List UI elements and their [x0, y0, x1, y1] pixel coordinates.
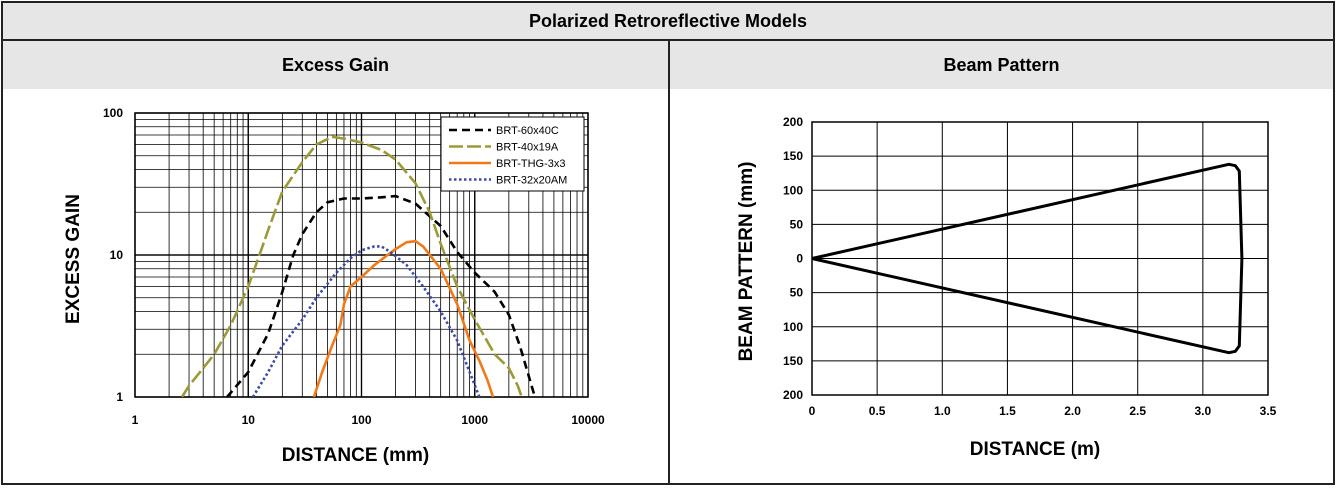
excess-gain-header: Excess Gain — [1, 41, 670, 91]
y-tick-label: 200 — [783, 388, 803, 402]
legend-label: BRT-40x19A — [496, 142, 559, 154]
excess-gain-grid — [134, 112, 589, 398]
y-tick-label: 100 — [783, 320, 803, 334]
excess-gain-panel: 1 10 100 1000 10000 1 10 100 DISTANCE (mm) EXCESS… — [1, 89, 670, 485]
x-tick-label: 3.5 — [1260, 404, 1277, 418]
x-tick-label: 3.0 — [1195, 404, 1212, 418]
x-tick-label: 10000 — [571, 413, 605, 427]
y-tick-label: 150 — [783, 149, 803, 163]
y-tick-label: 1 — [116, 390, 123, 404]
y-tick-label: 200 — [783, 115, 803, 129]
legend-label: BRT-THG-3x3 — [496, 158, 565, 170]
x-tick-label: 2.0 — [1064, 404, 1081, 418]
series-line-BRT-60x40C — [226, 194, 537, 397]
y-tick-label: 10 — [110, 248, 124, 262]
excess-gain-plot-area — [134, 112, 589, 398]
beam-pattern-grid — [811, 121, 1269, 396]
x-tick-label: 0 — [809, 404, 816, 418]
series-line-BRT-40x19A — [180, 135, 523, 397]
x-tick-label: 2.5 — [1129, 404, 1146, 418]
y-axis-label: BEAM PATTERN (mm) — [736, 162, 757, 362]
beam-pattern-header: Beam Pattern — [668, 41, 1335, 91]
y-tick-label: 100 — [783, 183, 803, 197]
beam-pattern-line — [811, 162, 1244, 355]
y-tick-label: 150 — [783, 354, 803, 368]
y-tick-label: 50 — [790, 286, 804, 300]
y-tick-label: 0 — [796, 252, 803, 266]
x-tick-label: 10 — [242, 413, 256, 427]
excess-gain-chart: 1 10 100 1000 10000 1 10 100 DISTANCE (mm) EXCESS… — [63, 106, 605, 466]
x-tick-label: 1000 — [461, 413, 488, 427]
x-tick-label: 1 — [132, 413, 139, 427]
series-line-BRT-32x20AM — [251, 245, 481, 397]
excess-gain-legend: BRT-60x40C BRT-40x19A BRT-THG-3x3 BRT-32x20… — [440, 116, 585, 192]
x-tick-label: 0.5 — [869, 404, 886, 418]
x-axis-label: DISTANCE (m) — [970, 439, 1101, 460]
legend-label: BRT-32x20AM — [496, 175, 567, 187]
x-axis-label: DISTANCE (mm) — [282, 445, 429, 466]
y-axis-label: EXCESS GAIN — [63, 194, 84, 324]
sheet-title: Polarized Retroreflective Models — [1, 1, 1335, 41]
x-tick-label: 1.5 — [999, 404, 1016, 418]
x-tick-label: 100 — [351, 413, 371, 427]
series-line-BRT-THG-3x3 — [312, 239, 495, 397]
x-tick-label: 1.0 — [934, 404, 951, 418]
beam-pattern-chart: 0 0.5 1.0 1.5 2.0 2.5 3.0 3.5 200 150 100 50 0 50 100 1… — [736, 115, 1277, 460]
legend-label: BRT-60x40C — [496, 125, 559, 137]
beam-pattern-panel: 0 0.5 1.0 1.5 2.0 2.5 3.0 3.5 200 150 100 50 0 50 100 1… — [668, 89, 1335, 485]
y-tick-label: 50 — [790, 217, 804, 231]
y-tick-label: 100 — [103, 106, 123, 120]
